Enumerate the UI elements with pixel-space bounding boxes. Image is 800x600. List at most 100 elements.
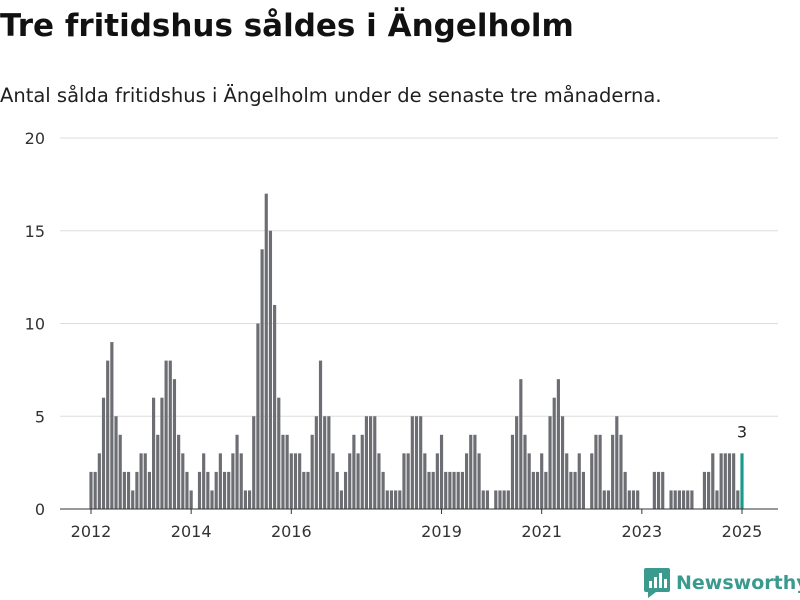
bar <box>189 490 193 509</box>
bar <box>690 490 694 509</box>
chart-subtitle: Antal sålda fritidshus i Ängelholm under… <box>0 84 662 107</box>
bar <box>702 471 707 509</box>
bar <box>206 471 210 509</box>
bar <box>590 453 594 509</box>
bar <box>268 230 273 509</box>
x-tick-label: 2025 <box>722 522 763 541</box>
bar <box>243 490 247 509</box>
bar <box>552 397 556 509</box>
x-tick-label: 2014 <box>171 522 212 541</box>
bar <box>118 434 122 509</box>
bar <box>615 416 619 509</box>
y-tick-label: 20 <box>25 129 45 148</box>
bar <box>494 490 498 509</box>
brand-name: Newsworthy <box>676 572 800 594</box>
bar <box>398 490 402 509</box>
bar <box>535 471 540 509</box>
bar <box>435 453 439 509</box>
bar <box>439 434 444 509</box>
bar <box>502 490 506 509</box>
x-tick-label: 2021 <box>521 522 562 541</box>
chart-title: Tre fritidshus såldes i Ängelholm <box>0 8 574 44</box>
bar <box>531 471 535 509</box>
bar <box>152 397 156 509</box>
bar <box>460 471 464 509</box>
bar <box>177 434 181 509</box>
bar <box>298 453 302 509</box>
bar <box>164 360 168 509</box>
bar <box>527 453 531 509</box>
bar <box>410 416 414 509</box>
bar <box>515 416 519 509</box>
bar <box>360 434 364 509</box>
bar <box>260 249 264 510</box>
y-tick-label: 5 <box>35 407 45 426</box>
x-tick-label: 2023 <box>621 522 662 541</box>
bar <box>364 416 369 509</box>
bar <box>202 453 206 509</box>
bar <box>247 490 252 509</box>
bar <box>252 416 256 509</box>
bar <box>669 490 673 509</box>
bar <box>356 453 360 509</box>
bar <box>214 471 218 509</box>
bar <box>323 416 327 509</box>
bar <box>573 471 577 509</box>
bar <box>314 416 318 509</box>
x-axis-ticks: 2012 2014 2016 2019 2021 2023 2025 <box>71 509 763 541</box>
bar <box>519 379 523 509</box>
bar <box>548 416 552 509</box>
bar <box>419 416 423 509</box>
bar <box>569 471 573 509</box>
bar <box>156 434 160 509</box>
bar <box>302 471 306 509</box>
bar <box>160 397 164 509</box>
bar <box>273 304 277 509</box>
bar <box>406 453 410 509</box>
bar <box>222 471 227 509</box>
bar <box>131 490 135 509</box>
bar <box>327 416 331 509</box>
bar <box>560 416 565 509</box>
bar <box>469 434 473 509</box>
y-tick-label: 15 <box>25 222 45 241</box>
x-tick-label: 2019 <box>421 522 462 541</box>
bar <box>456 471 460 509</box>
bar <box>715 490 719 509</box>
bar <box>652 471 656 509</box>
bar <box>143 453 147 509</box>
bar <box>231 453 235 509</box>
bar <box>110 342 114 509</box>
bar <box>168 360 172 509</box>
bar <box>661 471 665 509</box>
bar <box>101 397 106 509</box>
bar <box>414 416 419 509</box>
bar <box>485 490 490 509</box>
bar <box>498 490 502 509</box>
bar <box>185 471 189 509</box>
bar <box>448 471 452 509</box>
bar <box>544 471 548 509</box>
bar <box>385 490 389 509</box>
bar <box>711 453 715 509</box>
bar <box>373 416 377 509</box>
bar <box>389 490 394 509</box>
y-axis-tick-labels: 0 5 10 15 20 <box>25 129 45 519</box>
bar <box>473 434 477 509</box>
bar <box>331 453 335 509</box>
bar <box>126 471 131 509</box>
bar <box>281 434 285 509</box>
bar <box>723 453 727 509</box>
bar <box>343 471 348 509</box>
bar <box>506 490 510 509</box>
bar <box>540 453 544 509</box>
bar <box>106 360 110 509</box>
bar <box>239 453 243 509</box>
bar <box>598 434 602 509</box>
bar <box>235 434 239 509</box>
bar <box>93 471 97 509</box>
bar <box>594 434 598 509</box>
bar <box>523 434 527 509</box>
bar <box>727 453 732 509</box>
bar <box>627 490 631 509</box>
